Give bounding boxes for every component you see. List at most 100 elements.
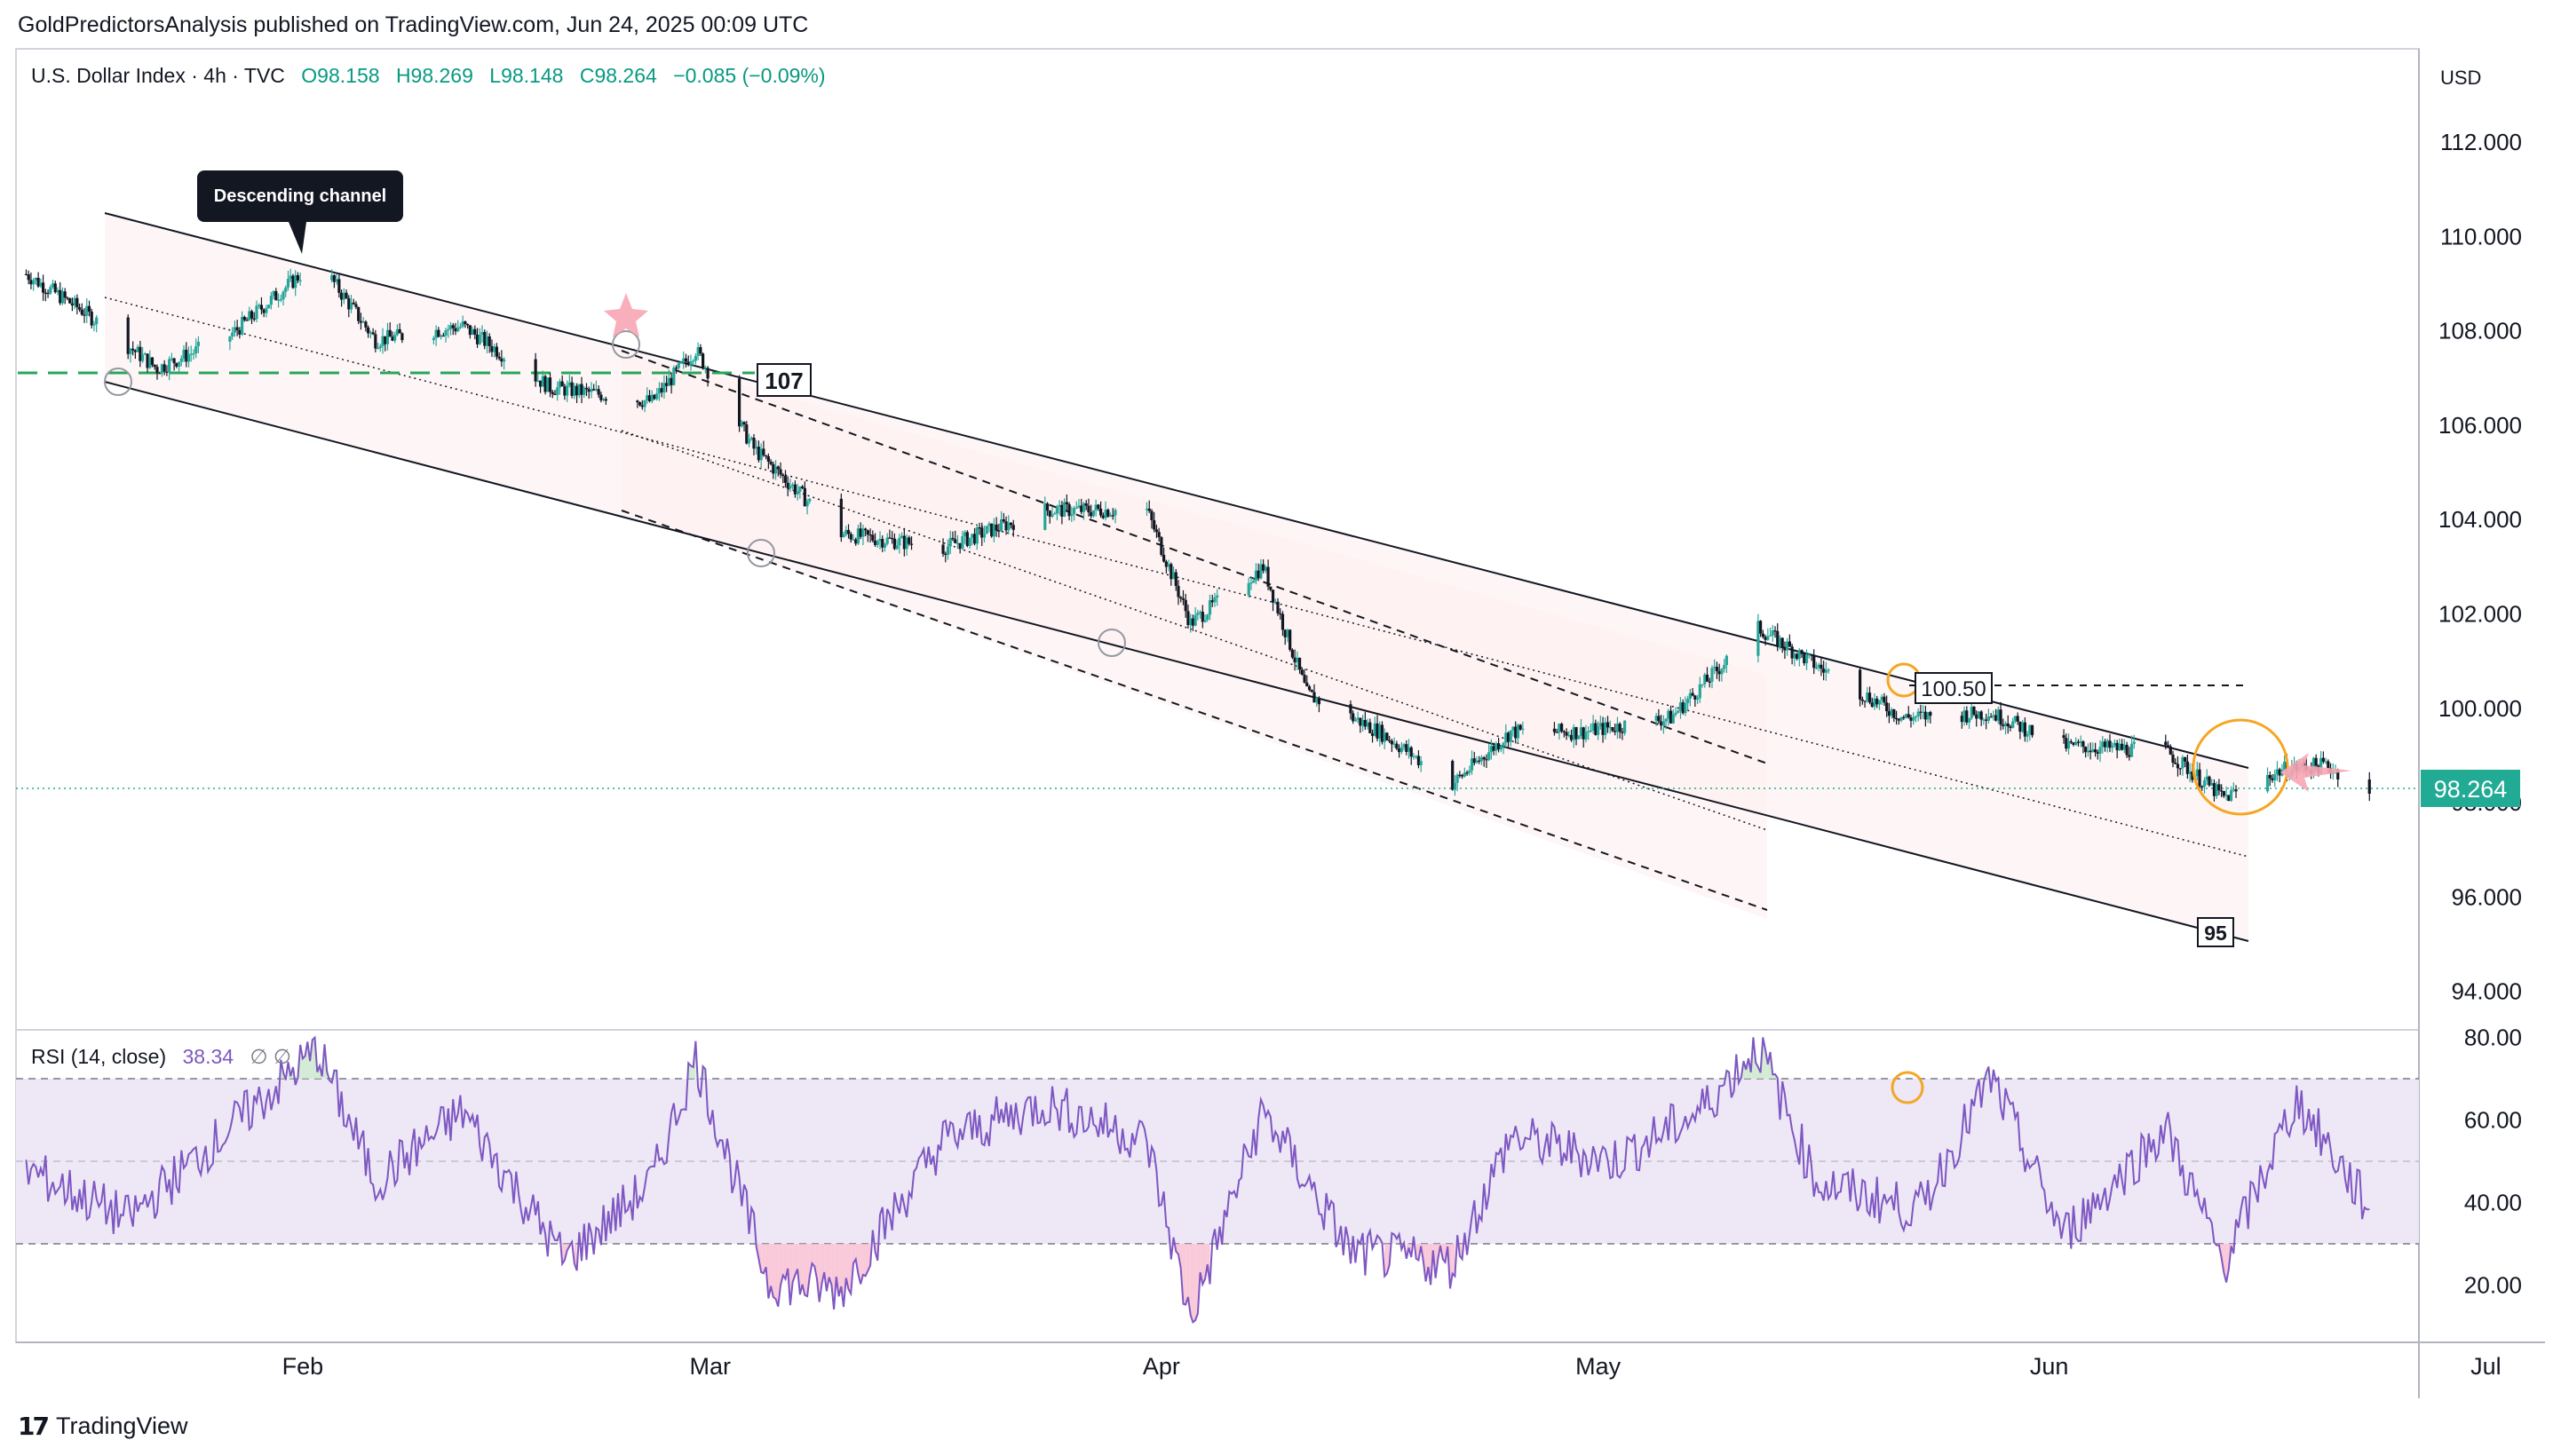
candle-body [458, 326, 463, 328]
candle-body [599, 394, 603, 400]
legend-low: L98.148 [489, 64, 563, 87]
candle-body [284, 287, 288, 292]
inner-channel-upper [621, 350, 1768, 764]
candle-body [1614, 731, 1617, 732]
candle-body [437, 329, 440, 337]
rsi-overbought-fill [312, 1037, 315, 1079]
candle-body [259, 305, 264, 310]
candle-body [657, 388, 662, 394]
symbol-legend[interactable]: U.S. Dollar Index · 4h · TVC O98.158 H98… [31, 64, 826, 87]
candle-body [434, 329, 438, 338]
candle-body [393, 335, 397, 341]
candle-body [773, 466, 778, 474]
candle-body [1097, 504, 1100, 509]
candle-body [2273, 773, 2277, 780]
candle-body [371, 332, 375, 335]
channel-lines [104, 212, 2249, 942]
candle-body [803, 487, 806, 507]
candle-body [891, 538, 894, 540]
candle-body [2105, 740, 2109, 748]
candle-body [640, 405, 644, 408]
candle-body [1909, 717, 1913, 721]
candle-body [339, 292, 344, 300]
rsi-extra: ∅ ∅ [250, 1045, 290, 1068]
candle-body [2023, 722, 2026, 737]
candle-body [1996, 709, 2000, 721]
candle-body [1800, 650, 1804, 654]
candle-body [140, 354, 145, 361]
candle-body [1686, 699, 1690, 703]
currency-label[interactable]: USD [2440, 67, 2481, 89]
candle-body [1090, 512, 1093, 517]
candle-body [1373, 723, 1376, 736]
tradingview-logo-icon: 𝟭𝟳 [18, 1412, 50, 1441]
candle-body [1363, 719, 1367, 727]
candle-body [485, 336, 489, 346]
candle-body [500, 358, 503, 362]
candle-body [864, 528, 868, 531]
candle-body [1045, 503, 1050, 511]
rsi-legend[interactable]: RSI (14, close) 38.34 ∅ ∅ [31, 1045, 291, 1068]
candle-body [2176, 764, 2180, 769]
candle-body [1106, 510, 1110, 517]
candle-body [1887, 711, 1891, 716]
tradingview-logo[interactable]: 𝟭𝟳 TradingView [18, 1412, 188, 1441]
candle-body [1072, 508, 1076, 514]
candle-body [1145, 508, 1149, 510]
candle-body [747, 439, 751, 444]
rsi-overbought-fill [305, 1041, 308, 1079]
candle-body [2076, 741, 2081, 743]
candle-body [958, 542, 962, 549]
candle-body [1167, 564, 1170, 567]
candle-body [2324, 761, 2327, 763]
price-tick-label: 104.000 [2438, 506, 2522, 533]
candle-body [1558, 724, 1561, 733]
rsi-oversold-fill [2226, 1244, 2229, 1283]
price-tick-label: 94.000 [2451, 978, 2522, 1005]
candle-body [2111, 745, 2114, 748]
candle-body [769, 461, 773, 464]
candle-body [2125, 744, 2129, 756]
candle-body [1478, 760, 1481, 762]
candle-body [1803, 653, 1806, 664]
candle-body [653, 394, 656, 400]
candle-body [384, 336, 387, 344]
candle-body [961, 535, 964, 549]
candle-body [597, 389, 600, 395]
rsi-oversold-fill [831, 1244, 835, 1310]
candle-body [1104, 510, 1107, 518]
candle-body [702, 353, 705, 368]
rsi-oversold-fill [771, 1244, 773, 1297]
candle-body [1914, 716, 1918, 718]
candle-body [647, 395, 652, 401]
candle-body [1496, 743, 1501, 750]
candle-body [1482, 757, 1486, 760]
candle-body [170, 358, 173, 360]
candle-body [2091, 749, 2095, 753]
candle-body [686, 361, 690, 366]
candle-body [1470, 758, 1474, 771]
rsi-oversold-fill [1202, 1244, 1206, 1285]
candle-body [1191, 618, 1195, 626]
candle-body [1688, 692, 1692, 700]
rsi-oversold-fill [824, 1244, 827, 1292]
candle-body [1986, 716, 1990, 721]
candle-body [1916, 711, 1920, 717]
rsi-oversold-fill [865, 1244, 868, 1277]
candle-body [584, 387, 589, 390]
candle-body [846, 529, 851, 534]
candle-body [1875, 698, 1879, 705]
candle-body [548, 377, 552, 392]
rsi-axis: 80.00 60.00 40.00 20.00 [2464, 1025, 2522, 1299]
svg-text:95: 95 [2204, 922, 2227, 945]
candle-body [1870, 702, 1874, 707]
candle-body [349, 302, 353, 310]
candle-body [1453, 782, 1457, 790]
candle-body [1611, 726, 1614, 732]
candle-body [580, 384, 583, 395]
candle-body [2234, 789, 2238, 792]
candle-body [1907, 714, 1910, 718]
candle-body [990, 523, 994, 537]
rsi-oversold-fill [852, 1244, 856, 1263]
